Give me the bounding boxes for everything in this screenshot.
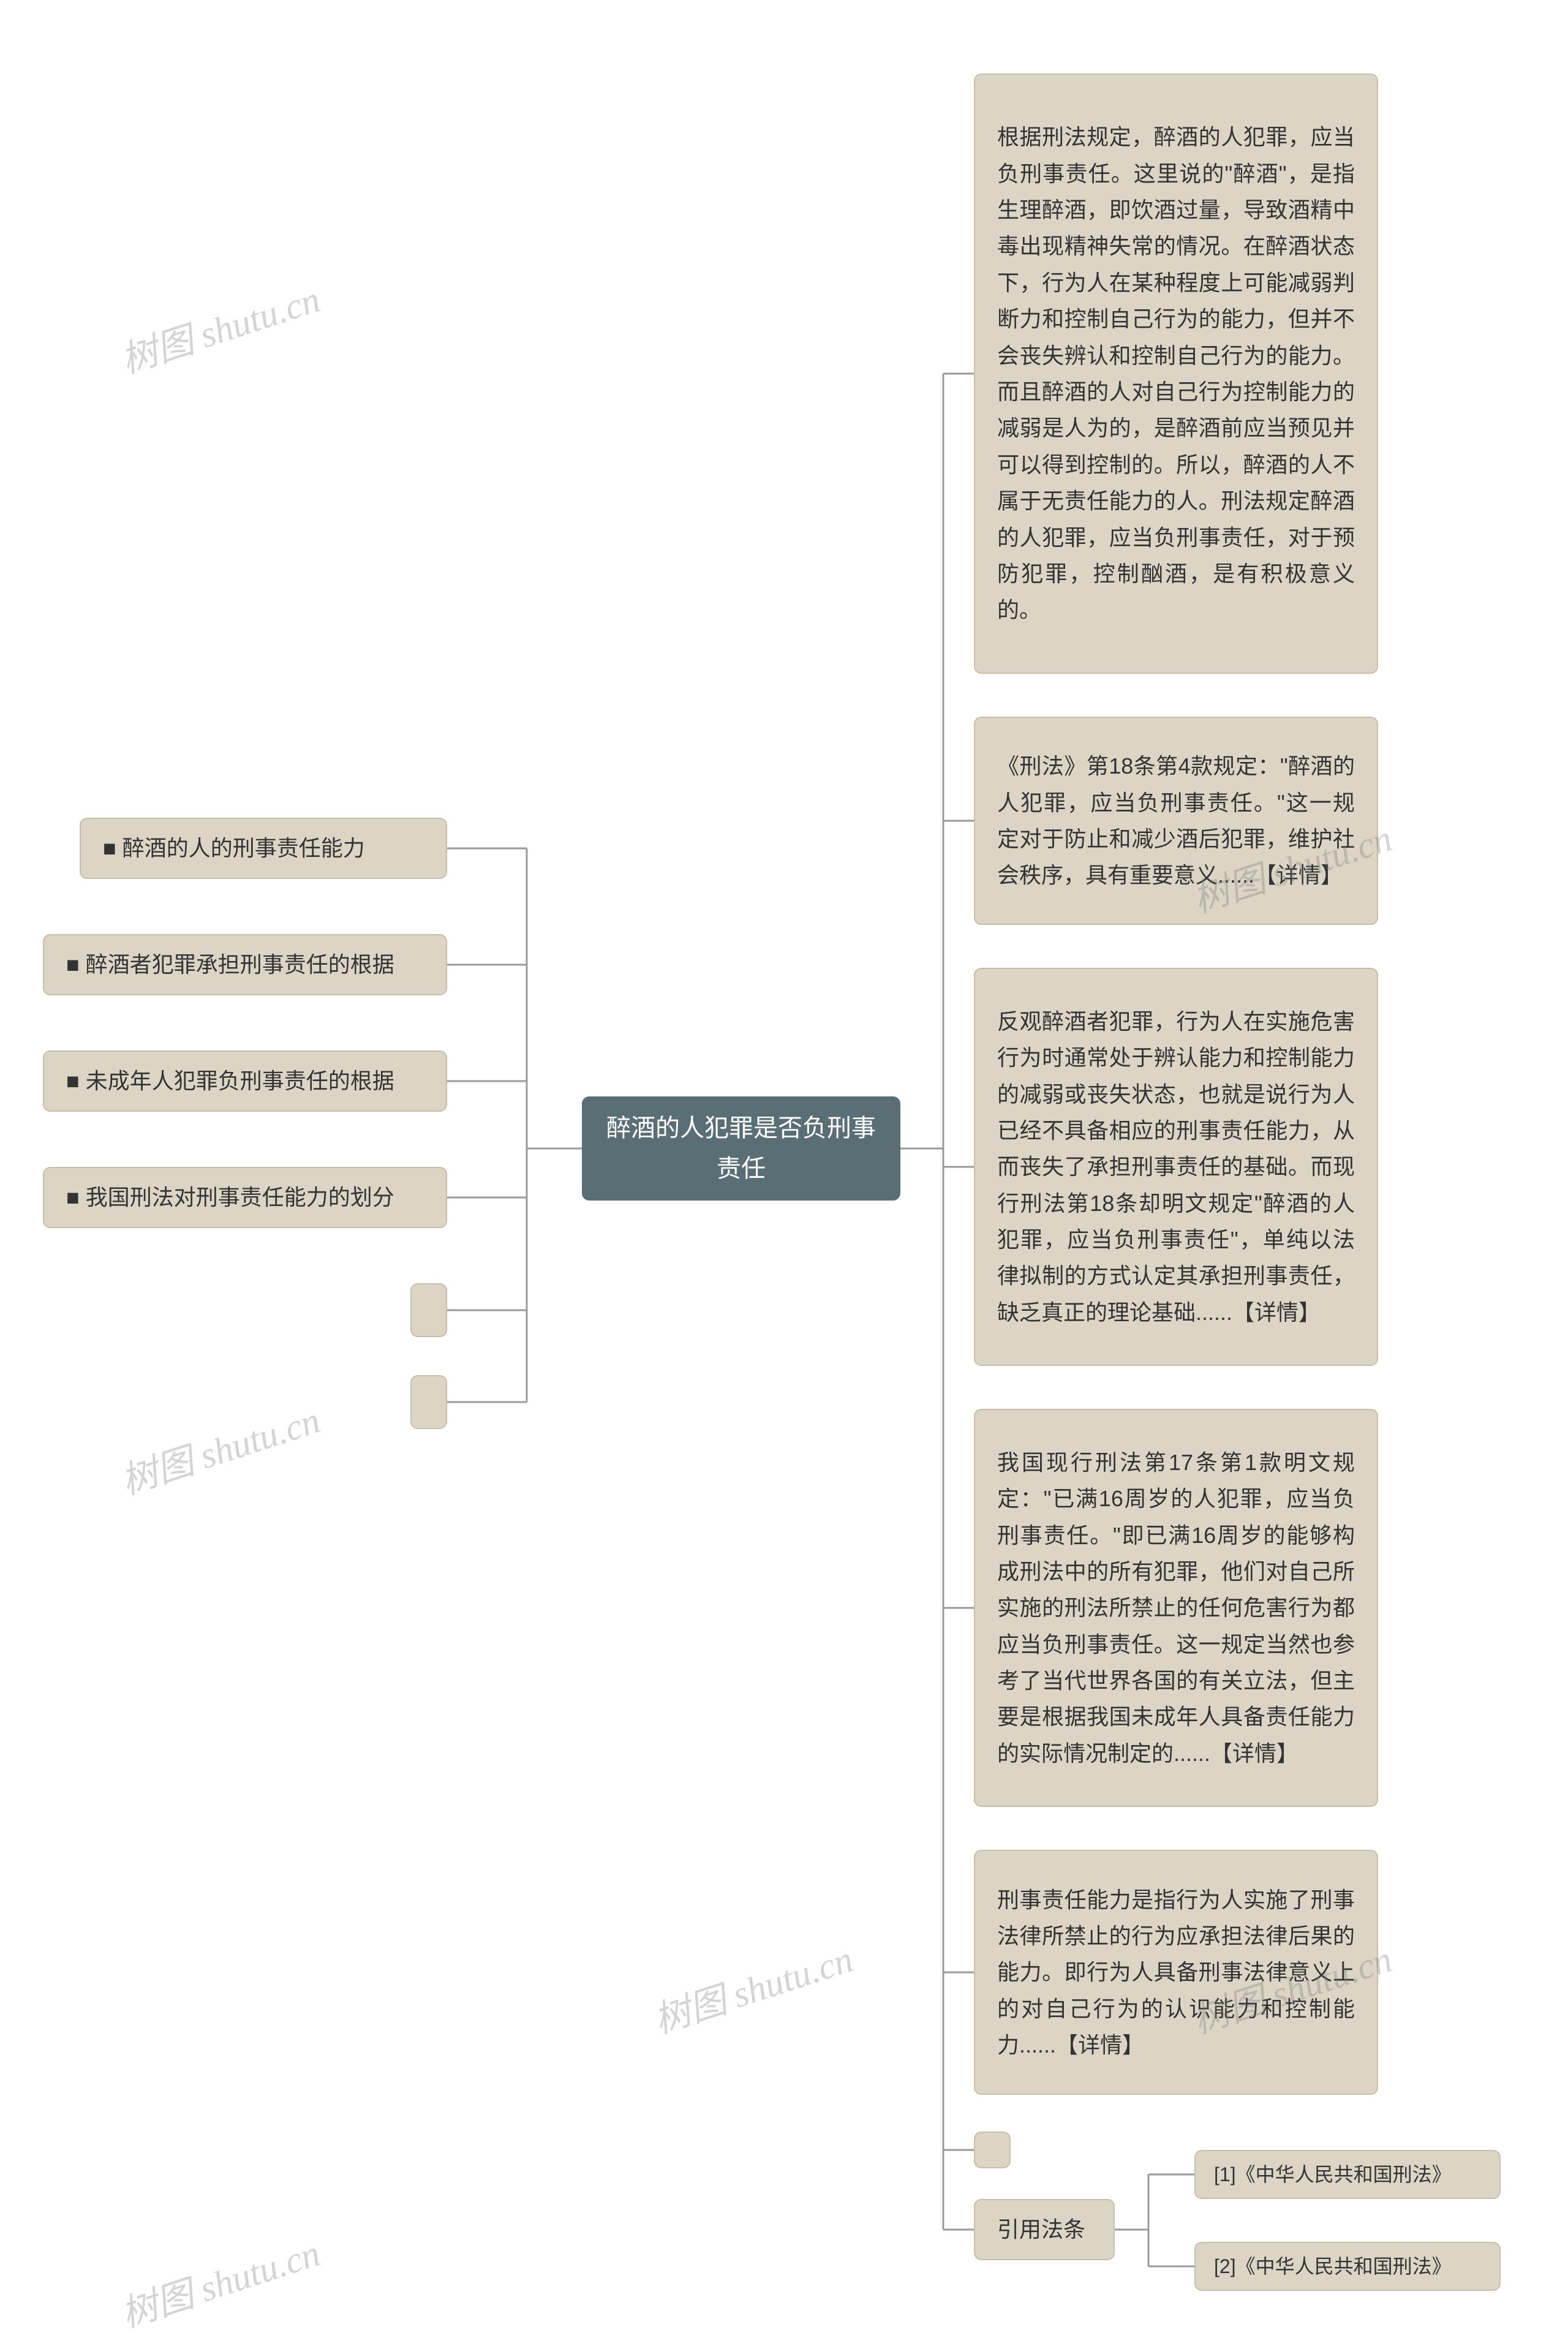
node-label: ■ 未成年人犯罪负刑事责任的根据	[66, 1063, 394, 1099]
mindmap-node: ■ 醉酒者犯罪承担刑事责任的根据	[43, 934, 447, 995]
mindmap-root: 醉酒的人犯罪是否负刑事责任	[582, 1096, 900, 1201]
node-label: [2]《中华人民共和国刑法》	[1214, 2250, 1452, 2283]
mindmap-node: ■ 未成年人犯罪负刑事责任的根据	[43, 1050, 447, 1112]
mindmap-node: 引用法条	[974, 2199, 1115, 2260]
mindmap-node: 我国现行刑法第17条第1款明文规定："已满16周岁的人犯罪，应当负刑事责任。"即…	[974, 1409, 1378, 1807]
root-label: 醉酒的人犯罪是否负刑事责任	[606, 1108, 876, 1189]
mindmap-node: 《刑法》第18条第4款规定："醉酒的人犯罪，应当负刑事责任。"这一规定对于防止和…	[974, 717, 1378, 925]
mindmap-node: 刑事责任能力是指行为人实施了刑事法律所禁止的行为应承担法律后果的能力。即行为人具…	[974, 1850, 1378, 2095]
node-label: 反观醉酒者犯罪，行为人在实施危害行为时通常处于辨认能力和控制能力的减弱或丧失状态…	[997, 1003, 1355, 1331]
watermark: 树图 shutu.cn	[113, 1390, 326, 1505]
node-label: [1]《中华人民共和国刑法》	[1214, 2159, 1452, 2191]
mindmap-empty-node	[974, 2132, 1011, 2168]
node-label: ■ 我国刑法对刑事责任能力的划分	[66, 1179, 394, 1215]
mindmap-node: ■ 醉酒的人的刑事责任能力	[80, 818, 447, 879]
mindmap-node: 根据刑法规定，醉酒的人犯罪，应当负刑事责任。这里说的"醉酒"，是指生理醉酒，即饮…	[974, 74, 1378, 674]
watermark: 树图 shutu.cn	[113, 270, 326, 384]
mindmap-empty-node	[410, 1375, 447, 1429]
mindmap-node: 反观醉酒者犯罪，行为人在实施危害行为时通常处于辨认能力和控制能力的减弱或丧失状态…	[974, 968, 1378, 1366]
node-label: 根据刑法规定，醉酒的人犯罪，应当负刑事责任。这里说的"醉酒"，是指生理醉酒，即饮…	[997, 119, 1355, 628]
node-label: 我国现行刑法第17条第1款明文规定："已满16周岁的人犯罪，应当负刑事责任。"即…	[997, 1444, 1355, 1772]
node-label: 引用法条	[997, 2211, 1085, 2247]
node-label: ■ 醉酒的人的刑事责任能力	[103, 830, 365, 866]
mindmap-node: ■ 我国刑法对刑事责任能力的划分	[43, 1167, 447, 1228]
node-label: 刑事责任能力是指行为人实施了刑事法律所禁止的行为应承担法律后果的能力。即行为人具…	[997, 1882, 1355, 2064]
mindmap-empty-node	[410, 1283, 447, 1337]
mindmap-node: [2]《中华人民共和国刑法》	[1194, 2242, 1501, 2291]
node-label: 《刑法》第18条第4款规定："醉酒的人犯罪，应当负刑事责任。"这一规定对于防止和…	[997, 748, 1355, 894]
node-label: ■ 醉酒者犯罪承担刑事责任的根据	[66, 946, 394, 982]
mindmap-node: [1]《中华人民共和国刑法》	[1194, 2150, 1501, 2199]
watermark: 树图 shutu.cn	[113, 2223, 326, 2338]
watermark: 树图 shutu.cn	[646, 1929, 859, 2044]
